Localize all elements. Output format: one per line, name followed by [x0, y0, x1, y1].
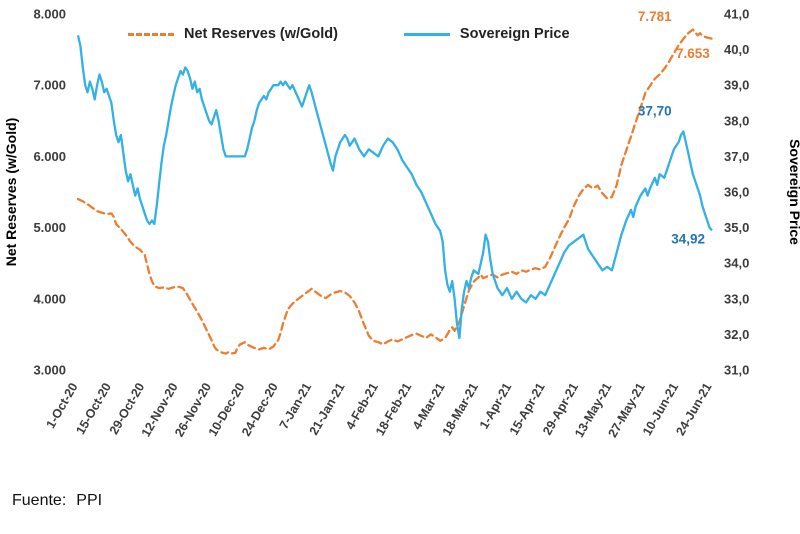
chart-legend: Net Reserves (w/Gold) Sovereign Price — [128, 26, 570, 42]
net-reserves-dashed-line-swatch — [128, 32, 174, 36]
x-axis-tick: 1-Apr-21 — [477, 380, 515, 431]
left-axis-tick: 5.000 — [33, 220, 66, 235]
data-label-annotation: 37,70 — [638, 103, 672, 118]
left-axis-tick: 7.000 — [33, 78, 66, 93]
legend-item-net-reserves: Net Reserves (w/Gold) — [128, 26, 338, 42]
legend-label-sovereign-price: Sovereign Price — [459, 26, 570, 42]
reserves-vs-sovereign-line-chart: 8.000 7.000 6.000 5.000 4.000 3.000 41,0 40,0 39… — [3, 7, 800, 440]
right-axis-tick: 34,0 — [724, 256, 749, 271]
left-axis-tick: 6.000 — [33, 149, 66, 164]
left-axis-tick: 3.000 — [33, 363, 66, 378]
right-axis-tick: 36,0 — [724, 185, 749, 200]
right-axis-tick: 32,0 — [724, 327, 749, 342]
right-axis-title: Sovereign Price — [787, 139, 800, 245]
right-axis-tick: 41,0 — [724, 7, 749, 22]
source-label: Fuente: — [12, 492, 67, 509]
x-axis-tick: 4-Feb-21 — [343, 380, 381, 432]
right-axis-tick: 31,0 — [724, 363, 749, 378]
x-axis-tick: 4-Mar-21 — [410, 380, 448, 432]
data-label-annotation: 7.781 — [638, 9, 672, 24]
right-axis-tick: 39,0 — [724, 78, 749, 93]
left-axis-title: Net Reserves (w/Gold) — [3, 118, 19, 267]
x-axis-tick: 7-Jan-21 — [277, 380, 315, 431]
left-axis-tick: 4.000 — [33, 291, 66, 306]
data-label-annotation: 34,92 — [671, 232, 705, 247]
chart-area: 8.000 7.000 6.000 5.000 4.000 3.000 41,0 40,0 39… — [3, 7, 800, 440]
source-value: PPI — [76, 492, 103, 509]
right-axis-tick: 40,0 — [724, 42, 749, 57]
left-axis-tick: 8.000 — [33, 7, 66, 22]
series-line-net-reserves — [76, 28, 714, 355]
x-axis-tick: 1-Oct-20 — [43, 380, 80, 430]
source-note: Fuente: PPI — [12, 492, 102, 510]
right-axis-tick: 37,0 — [724, 149, 749, 164]
right-axis-tick: 33,0 — [724, 291, 749, 306]
sovereign-price-line-swatch — [403, 32, 450, 36]
right-axis-tick: 38,0 — [724, 113, 749, 128]
series-line-sovereign-price — [76, 35, 713, 340]
legend-label-net-reserves: Net Reserves (w/Gold) — [184, 26, 338, 42]
data-label-annotation: 7.653 — [676, 46, 710, 61]
legend-item-sovereign-price: Sovereign Price — [403, 26, 570, 42]
right-axis-tick: 35,0 — [724, 220, 749, 235]
